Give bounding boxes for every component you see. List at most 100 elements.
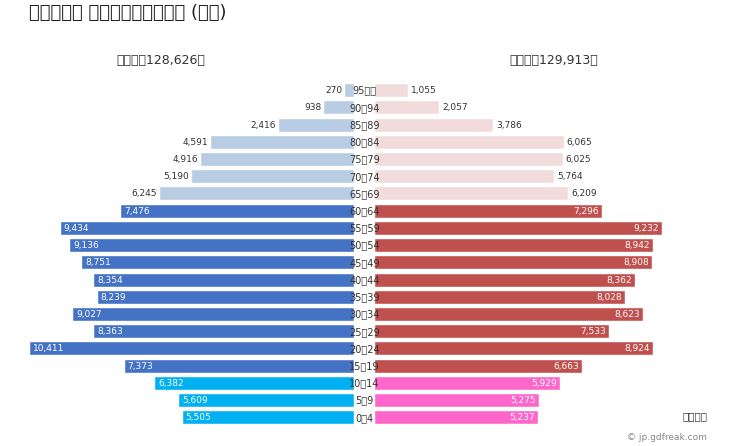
Bar <box>375 153 563 166</box>
Bar <box>375 256 652 269</box>
Text: 9,027: 9,027 <box>77 310 102 319</box>
Bar <box>375 170 555 183</box>
Text: 55～59: 55～59 <box>349 223 380 233</box>
Bar <box>278 119 354 132</box>
Text: 5,609: 5,609 <box>182 396 208 405</box>
Text: 5,764: 5,764 <box>558 172 583 181</box>
Bar <box>61 222 354 235</box>
Text: 2,416: 2,416 <box>250 120 276 129</box>
Bar <box>201 153 354 166</box>
Text: 7,476: 7,476 <box>125 206 150 216</box>
Text: 50～54: 50～54 <box>349 240 380 251</box>
Text: © jp.gdfreak.com: © jp.gdfreak.com <box>627 433 707 442</box>
Bar <box>375 308 643 321</box>
Text: 単位：人: 単位：人 <box>682 412 707 421</box>
Bar <box>375 187 568 200</box>
Text: 9,434: 9,434 <box>63 224 89 233</box>
Text: 45～49: 45～49 <box>349 258 380 268</box>
Text: 5,929: 5,929 <box>531 379 556 388</box>
Text: 70～74: 70～74 <box>349 172 380 182</box>
Text: 90～94: 90～94 <box>349 103 380 113</box>
Text: 8,354: 8,354 <box>97 276 123 285</box>
Text: 9,232: 9,232 <box>634 224 659 233</box>
Text: 7,533: 7,533 <box>580 327 607 336</box>
Text: 270: 270 <box>325 86 342 95</box>
Bar <box>192 170 354 183</box>
Text: 9,136: 9,136 <box>73 241 98 250</box>
Bar <box>324 101 354 114</box>
Bar <box>122 205 354 218</box>
Text: 4,916: 4,916 <box>172 155 198 164</box>
Text: 75～79: 75～79 <box>349 154 380 165</box>
Bar <box>375 136 564 149</box>
Text: 8,924: 8,924 <box>624 344 650 353</box>
Bar <box>375 222 662 235</box>
Bar <box>82 256 354 269</box>
Text: 6,209: 6,209 <box>572 190 597 198</box>
Text: 85～89: 85～89 <box>349 120 380 130</box>
Text: 25～29: 25～29 <box>349 327 380 337</box>
Text: 5,237: 5,237 <box>510 413 535 422</box>
Text: 95歳～: 95歳～ <box>352 86 377 95</box>
Text: 3,786: 3,786 <box>496 120 522 129</box>
Text: 15～19: 15～19 <box>349 361 380 371</box>
Text: 10～14: 10～14 <box>349 378 380 388</box>
Text: 6,245: 6,245 <box>131 190 157 198</box>
Text: 5,275: 5,275 <box>510 396 536 405</box>
Text: 60～64: 60～64 <box>349 206 380 216</box>
Text: 8,363: 8,363 <box>97 327 122 336</box>
Text: 女性計：129,913人: 女性計：129,913人 <box>510 54 599 66</box>
Bar <box>375 343 652 355</box>
Bar <box>179 394 354 407</box>
Bar <box>375 291 625 304</box>
Text: 5～9: 5～9 <box>355 396 374 405</box>
Text: 8,908: 8,908 <box>623 258 649 267</box>
Bar <box>98 291 354 304</box>
Bar <box>94 273 354 286</box>
Bar <box>375 119 493 132</box>
Text: 20～24: 20～24 <box>349 344 380 354</box>
Text: 6,065: 6,065 <box>567 138 593 147</box>
Bar <box>125 360 354 372</box>
Text: 8,028: 8,028 <box>596 293 622 302</box>
Text: 30～34: 30～34 <box>349 310 380 319</box>
Bar <box>346 84 354 97</box>
Bar <box>375 377 560 390</box>
Text: 8,942: 8,942 <box>625 241 650 250</box>
Text: 8,239: 8,239 <box>101 293 126 302</box>
Bar <box>375 239 653 252</box>
Text: 7,373: 7,373 <box>128 362 154 371</box>
Text: 6,663: 6,663 <box>553 362 580 371</box>
Text: 8,751: 8,751 <box>85 258 111 267</box>
Bar <box>375 84 408 97</box>
Text: 938: 938 <box>304 103 321 112</box>
Bar <box>211 136 354 149</box>
Text: 2,057: 2,057 <box>443 103 468 112</box>
Text: 80～84: 80～84 <box>349 137 380 147</box>
Text: 8,362: 8,362 <box>607 276 632 285</box>
Bar <box>375 325 609 338</box>
Bar <box>375 101 440 114</box>
Bar <box>183 411 354 424</box>
Text: 10,411: 10,411 <box>34 344 65 353</box>
Bar <box>30 343 354 355</box>
Text: 40～44: 40～44 <box>349 275 380 285</box>
Text: 7,296: 7,296 <box>573 206 599 216</box>
Text: 0～4: 0～4 <box>356 413 373 423</box>
Text: 5,505: 5,505 <box>186 413 211 422</box>
Text: 6,025: 6,025 <box>566 155 591 164</box>
Bar <box>73 308 354 321</box>
Bar <box>70 239 354 252</box>
Text: 35～39: 35～39 <box>349 292 380 302</box>
Text: 4,591: 4,591 <box>182 138 208 147</box>
Bar <box>94 325 354 338</box>
Bar <box>375 411 538 424</box>
Bar <box>160 187 354 200</box>
Bar <box>375 360 582 372</box>
Bar <box>155 377 354 390</box>
Text: 65～69: 65～69 <box>349 189 380 199</box>
Text: ２０３０年 つくば市の人口構成 (予測): ２０３０年 つくば市の人口構成 (予測) <box>29 4 227 22</box>
Bar <box>375 273 635 286</box>
Text: 5,190: 5,190 <box>163 172 190 181</box>
Text: 1,055: 1,055 <box>411 86 437 95</box>
